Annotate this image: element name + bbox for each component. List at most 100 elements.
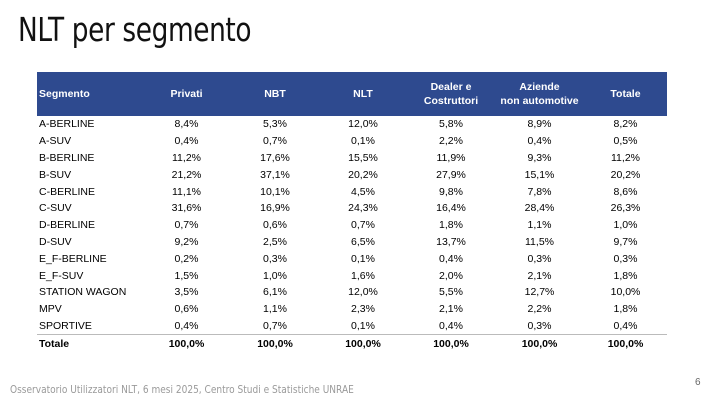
value-cell: 9,3% bbox=[527, 151, 552, 164]
segment-name-cell: B-SUV bbox=[39, 168, 72, 181]
header-privati: Privati bbox=[142, 72, 231, 116]
header-dealer-costruttori: Dealer e Costruttori bbox=[407, 72, 495, 116]
value-cell: 8,9% bbox=[527, 118, 552, 131]
value-cell: 3,5% bbox=[174, 286, 199, 299]
value-cell: 1,8% bbox=[613, 269, 638, 282]
value-cell: 37,1% bbox=[260, 168, 290, 181]
value-cell: 100,0% bbox=[231, 334, 319, 353]
value-cell: 9,8% bbox=[439, 185, 463, 198]
value-cell: 0,3% bbox=[263, 252, 287, 265]
value-cell: 0,4% bbox=[439, 319, 463, 332]
value-cell: 12,0% bbox=[348, 118, 378, 131]
table-row: A-SUV 0,4% 0,7% 0,1% 2,2% 0,4% 0,5% bbox=[37, 133, 667, 150]
value-cell: 0,5% bbox=[613, 135, 638, 148]
value-cell: 0,1% bbox=[351, 252, 375, 265]
value-cell: 5,5% bbox=[439, 286, 463, 299]
value-cell: 100,0% bbox=[495, 334, 584, 353]
table-row: STATION WAGON 3,5% 6,1% 12,0% 5,5% 12,7% 10,0% bbox=[37, 284, 667, 301]
table-row: D-SUV 9,2% 2,5% 6,5% 13,7% 11,5% 9,7% bbox=[37, 234, 667, 251]
segment-name-cell: E_F-BERLINE bbox=[39, 252, 107, 265]
value-cell: 28,4% bbox=[524, 202, 555, 215]
value-cell: 100,0% bbox=[407, 334, 495, 353]
value-cell: 1,5% bbox=[174, 269, 199, 282]
value-cell: 10,0% bbox=[610, 286, 641, 299]
header-row: Segmento Privati NBT NLT Dealer e Costru… bbox=[37, 72, 667, 116]
table-row: B-SUV 21,2% 37,1% 20,2% 27,9% 15,1% 20,2% bbox=[37, 166, 667, 183]
value-cell: 1,8% bbox=[439, 219, 463, 232]
header-totale: Totale bbox=[584, 72, 667, 116]
value-cell: 21,2% bbox=[171, 168, 202, 181]
value-cell: 0,6% bbox=[263, 219, 287, 232]
value-cell: 0,7% bbox=[174, 219, 199, 232]
value-cell: 0,1% bbox=[351, 135, 375, 148]
value-cell: 6,5% bbox=[351, 235, 375, 248]
segment-name-cell: MPV bbox=[39, 303, 62, 316]
value-cell: 5,8% bbox=[439, 118, 463, 131]
table-row: MPV 0,6% 1,1% 2,3% 2,1% 2,2% 1,8% bbox=[37, 301, 667, 318]
header-segmento: Segmento bbox=[37, 72, 142, 116]
value-cell: 12,0% bbox=[348, 286, 378, 299]
segment-name-cell: STATION WAGON bbox=[39, 286, 127, 299]
value-cell: 1,8% bbox=[613, 303, 638, 316]
value-cell: 24,3% bbox=[348, 202, 378, 215]
value-cell: 11,1% bbox=[172, 185, 201, 198]
value-cell: 31,6% bbox=[171, 202, 202, 215]
segment-name-cell: C-SUV bbox=[39, 202, 72, 215]
value-cell: 1,6% bbox=[351, 269, 375, 282]
value-cell: 0,7% bbox=[351, 219, 375, 232]
value-cell: 9,2% bbox=[174, 235, 199, 248]
value-cell: 1,1% bbox=[527, 219, 552, 232]
header-aziende-non-automotive: Aziende non automotive bbox=[495, 72, 584, 116]
segment-name-cell: SPORTIVE bbox=[39, 319, 92, 332]
segment-name-cell: A-BERLINE bbox=[39, 118, 95, 131]
table-row: SPORTIVE 0,4% 0,7% 0,1% 0,4% 0,3% 0,4% bbox=[37, 318, 667, 335]
value-cell: 2,2% bbox=[439, 135, 463, 148]
value-cell: 17,6% bbox=[260, 151, 290, 164]
value-cell: 1,1% bbox=[263, 303, 287, 316]
value-cell: 2,5% bbox=[263, 235, 287, 248]
table-row: C-BERLINE 11,1% 10,1% 4,5% 9,8% 7,8% 8,6% bbox=[37, 183, 667, 200]
slide-title: NLT per segmento bbox=[18, 10, 252, 49]
value-cell: 100,0% bbox=[319, 334, 407, 353]
table-header: Segmento Privati NBT NLT Dealer e Costru… bbox=[37, 72, 667, 116]
value-cell: 6,1% bbox=[263, 286, 287, 299]
segment-name-cell: B-BERLINE bbox=[39, 151, 95, 164]
value-cell: 1,0% bbox=[613, 219, 638, 232]
value-cell: 20,2% bbox=[348, 168, 378, 181]
value-cell: 8,2% bbox=[613, 118, 638, 131]
value-cell: 11,5% bbox=[525, 235, 554, 248]
segment-name-cell: D-BERLINE bbox=[39, 219, 96, 232]
header-nbt: NBT bbox=[231, 72, 319, 116]
value-cell: 7,8% bbox=[527, 185, 552, 198]
value-cell: 5,3% bbox=[263, 118, 287, 131]
value-cell: 15,1% bbox=[524, 168, 555, 181]
value-cell: 9,7% bbox=[613, 235, 638, 248]
value-cell: 11,2% bbox=[172, 151, 201, 164]
footer-source: Osservatorio Utilizzatori NLT, 6 mesi 20… bbox=[10, 383, 354, 396]
header-nlt: NLT bbox=[319, 72, 407, 116]
value-cell: 15,5% bbox=[348, 151, 378, 164]
segment-name-cell: A-SUV bbox=[39, 135, 72, 148]
value-cell: 13,7% bbox=[436, 235, 466, 248]
value-cell: 100,0% bbox=[142, 334, 231, 353]
value-cell: 4,5% bbox=[351, 185, 375, 198]
value-cell: 8,6% bbox=[613, 185, 638, 198]
value-cell: 10,1% bbox=[260, 185, 290, 198]
table-body: A-BERLINE 8,4% 5,3% 12,0% 5,8% 8,9% 8,2% A-SUV 0… bbox=[37, 116, 667, 353]
value-cell: 2,1% bbox=[527, 269, 552, 282]
value-cell: 0,4% bbox=[527, 135, 552, 148]
value-cell: 11,9% bbox=[436, 151, 466, 164]
value-cell: 20,2% bbox=[610, 168, 641, 181]
segment-name-cell: E_F-SUV bbox=[39, 269, 84, 282]
value-cell: 0,4% bbox=[613, 319, 638, 332]
value-cell: 0,3% bbox=[613, 252, 638, 265]
value-cell: 0,1% bbox=[351, 319, 375, 332]
value-cell: 0,4% bbox=[174, 319, 199, 332]
value-cell: 26,3% bbox=[610, 202, 641, 215]
value-cell: 16,9% bbox=[260, 202, 290, 215]
value-cell: 0,3% bbox=[527, 252, 552, 265]
value-cell: 1,0% bbox=[263, 269, 287, 282]
value-cell: 0,4% bbox=[174, 135, 199, 148]
value-cell: 0,7% bbox=[263, 319, 287, 332]
value-cell: 0,4% bbox=[439, 252, 463, 265]
